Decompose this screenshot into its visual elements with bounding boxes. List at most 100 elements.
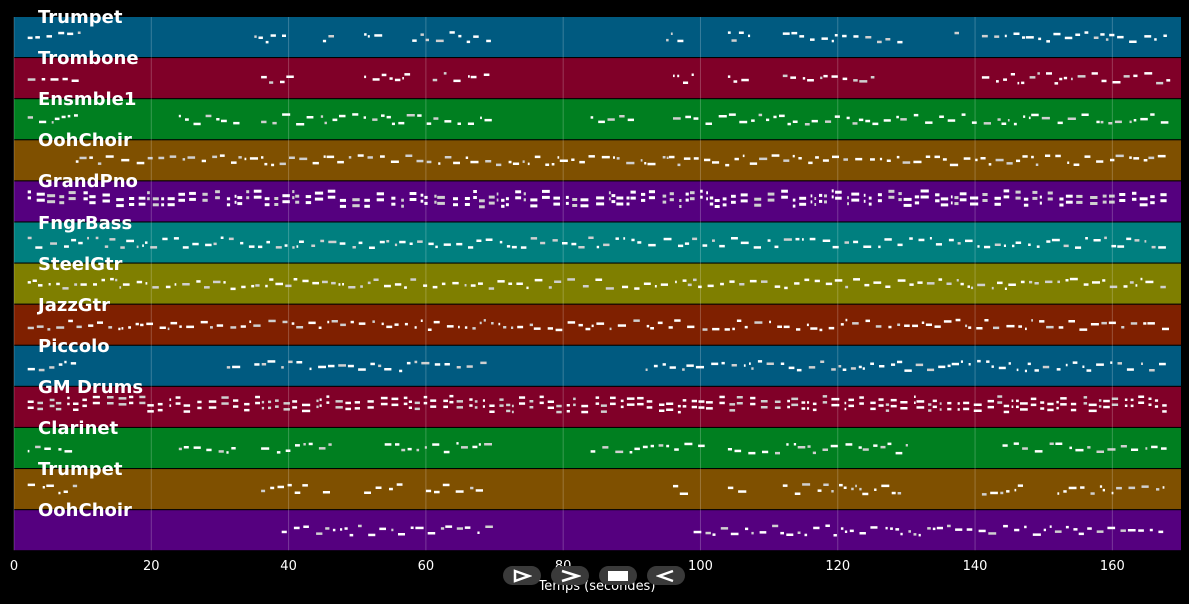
- note: [1068, 486, 1077, 490]
- note: [956, 279, 959, 282]
- note: [947, 407, 952, 411]
- note: [581, 410, 589, 414]
- note: [970, 202, 979, 206]
- fast-forward-button[interactable]: [551, 566, 589, 585]
- note: [46, 484, 54, 487]
- note: [1126, 368, 1134, 371]
- note: [929, 237, 932, 240]
- note: [97, 321, 103, 324]
- note: [407, 447, 412, 451]
- note: [456, 527, 463, 530]
- note: [609, 327, 612, 331]
- note: [386, 240, 390, 243]
- note: [1028, 243, 1031, 246]
- note: [898, 198, 902, 202]
- note: [403, 396, 408, 400]
- note: [292, 196, 295, 200]
- note: [261, 406, 265, 410]
- note: [467, 122, 474, 125]
- note: [669, 366, 676, 369]
- note: [1029, 76, 1036, 79]
- note: [1158, 246, 1166, 249]
- note: [759, 157, 768, 161]
- note: [774, 245, 779, 249]
- note: [1054, 530, 1062, 533]
- rewind-button[interactable]: [647, 566, 685, 585]
- note: [1110, 158, 1115, 162]
- note: [1111, 244, 1117, 248]
- note: [1069, 277, 1078, 281]
- note: [423, 401, 428, 405]
- note: [938, 278, 943, 281]
- note: [738, 490, 747, 493]
- note: [367, 281, 371, 285]
- note: [977, 245, 980, 248]
- note: [434, 200, 437, 204]
- note: [367, 406, 374, 409]
- note: [807, 401, 810, 404]
- note: [274, 197, 279, 200]
- note: [1053, 32, 1061, 36]
- note: [420, 193, 424, 197]
- note: [189, 191, 196, 195]
- note: [939, 402, 942, 405]
- note: [793, 443, 797, 446]
- note: [285, 449, 291, 452]
- note: [804, 533, 808, 537]
- note: [234, 194, 237, 198]
- note: [508, 282, 513, 285]
- note: [44, 447, 51, 450]
- note: [433, 320, 440, 324]
- note: [844, 530, 848, 533]
- stop-button[interactable]: [599, 566, 637, 585]
- note: [831, 189, 834, 193]
- play-button[interactable]: [503, 566, 541, 585]
- note: [1103, 405, 1110, 409]
- note: [900, 532, 903, 536]
- note: [390, 160, 399, 163]
- note: [27, 483, 35, 487]
- note: [885, 285, 891, 288]
- note: [1015, 196, 1021, 200]
- note: [634, 447, 640, 451]
- note: [984, 245, 991, 249]
- note: [1124, 398, 1128, 401]
- note: [285, 284, 292, 288]
- note: [994, 35, 1000, 38]
- note: [1022, 36, 1025, 39]
- note: [908, 530, 911, 533]
- note: [1140, 277, 1143, 281]
- track-label: OohChoir: [38, 130, 132, 152]
- note: [728, 113, 736, 116]
- note: [173, 237, 179, 240]
- note: [1154, 405, 1159, 408]
- note: [1128, 486, 1136, 490]
- note: [1047, 191, 1053, 195]
- note: [326, 395, 330, 398]
- note: [121, 327, 124, 330]
- note: [178, 447, 182, 451]
- note: [1032, 196, 1038, 200]
- note: [686, 364, 694, 367]
- note: [1096, 160, 1104, 163]
- note: [453, 197, 458, 201]
- note: [855, 157, 863, 161]
- note: [118, 403, 127, 406]
- note: [932, 405, 937, 409]
- note: [862, 492, 869, 496]
- note: [1016, 368, 1019, 372]
- note: [559, 159, 568, 162]
- note: [417, 240, 423, 243]
- note: [264, 203, 270, 207]
- note: [885, 403, 890, 406]
- note: [485, 525, 493, 528]
- note: [1109, 194, 1115, 198]
- note: [845, 318, 848, 322]
- note: [571, 242, 577, 246]
- note: [809, 237, 816, 241]
- note: [515, 196, 522, 200]
- note: [788, 366, 795, 370]
- note: [364, 33, 367, 36]
- note: [767, 198, 775, 202]
